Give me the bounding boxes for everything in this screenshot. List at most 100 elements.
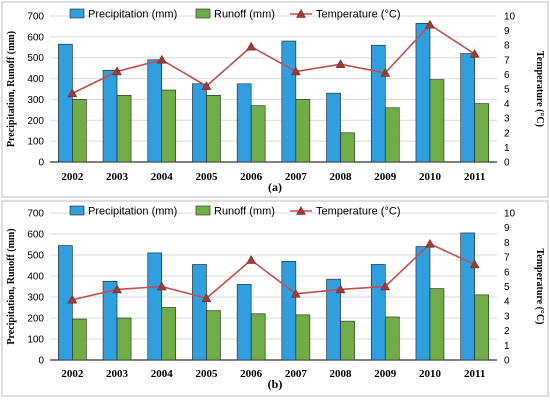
temperature-point [469,48,480,58]
bar-runoff [340,320,355,361]
x-tick-label: 2006 [240,171,263,183]
legend-label: Temperature (°C) [316,206,400,218]
temperature-point [201,293,212,303]
y2-tick-label: 10 [504,209,516,220]
y2-tick-label: 9 [504,26,510,37]
bar-runoff [250,105,266,163]
bar-precipitation [192,83,207,163]
y2-tick-label: 3 [504,114,510,125]
y2-tick-label: 7 [504,55,510,66]
y-tick-label: 400 [27,74,44,85]
x-tick-label: 2004 [151,171,174,183]
bar-runoff [116,94,132,163]
bar-runoff [161,307,177,361]
bar-runoff [384,107,400,163]
bar-runoff [429,288,445,361]
bar-runoff [250,313,266,361]
y2-tick-label: 0 [504,356,510,367]
bar-runoff [72,99,87,163]
bar-precipitation [58,43,73,163]
temperature-point [425,19,435,29]
bar-precipitation [415,246,431,361]
bar-precipitation [460,232,475,361]
temperature-point [380,67,391,77]
legend-swatch [195,8,211,19]
legend-label: Precipitation (mm) [88,206,177,218]
x-tick-label: 2003 [106,368,129,380]
bar-runoff [384,316,400,361]
temperature-line [72,242,475,301]
y2-tick-label: 5 [504,85,510,96]
y2-tick-label: 9 [504,223,510,234]
y-tick-label: 500 [27,53,44,64]
y2-tick-label: 3 [504,311,510,322]
y-tick-label: 100 [27,335,44,346]
y2-tick-label: 8 [504,238,510,249]
temperature-point [246,255,257,264]
y-tick-label: 100 [27,137,44,148]
temperature-point [67,88,78,98]
legend-swatch [69,8,85,19]
bar-precipitation [192,264,207,361]
y2-tick-label: 6 [504,70,510,81]
y2-tick-label: 8 [504,41,510,52]
y-tick-label: 600 [27,32,44,43]
bar-precipitation [326,92,341,163]
temperature-point [156,54,167,64]
panel-label: (b) [268,377,283,391]
x-tick-label: 2003 [106,171,129,183]
bar-runoff [72,318,87,361]
bar-precipitation [460,53,475,163]
temperature-point [112,66,122,76]
legend-swatch [195,205,211,216]
bar-runoff [116,317,132,361]
x-tick-label: 2008 [330,368,353,380]
y-tick-label: 300 [27,293,44,304]
y2-tick-label: 2 [504,326,510,337]
y2-tick-label: 10 [504,12,516,23]
temperature-point [469,259,480,269]
y-tick-label: 400 [27,272,44,283]
legend-label: Temperature (°C) [316,9,400,21]
x-tick-label: 2006 [240,368,263,380]
y2-tick-label: 7 [504,253,510,264]
y-axis-title: Precipitation, Runoff (mm) [6,31,17,147]
bar-precipitation [370,264,386,361]
legend-swatch [69,205,85,216]
bar-runoff [206,310,221,361]
bar-runoff [340,132,355,163]
bar-runoff [161,89,177,163]
x-tick-label: 2010 [419,368,442,380]
y2-tick-label: 1 [504,341,510,352]
x-tick-label: 2010 [419,171,442,183]
y2-tick-label: 1 [504,143,510,154]
bar-runoff [429,79,445,163]
temperature-point [425,238,435,248]
y-tick-label: 200 [27,314,44,325]
x-tick-label: 2007 [285,368,308,380]
y2-tick-label: 4 [504,99,510,110]
y-tick-label: 700 [27,209,44,220]
y-axis-title: Precipitation, Runoff (mm) [6,228,17,344]
bar-runoff [295,99,311,163]
bar-runoff [474,103,489,163]
y2-tick-label: 2 [504,128,510,139]
temperature-point [380,281,391,291]
x-tick-label: 2002 [61,171,84,183]
x-tick-label: 2005 [195,368,218,380]
bar-precipitation [281,260,297,361]
legend-label: Runoff (mm) [214,9,275,21]
y2-tick-label: 5 [504,282,510,293]
temperature-point [156,281,167,291]
bar-precipitation [147,59,163,163]
y-tick-label: 300 [27,95,44,106]
y2-axis-title: Temperature (°C) [534,51,545,127]
legend-label: Runoff (mm) [214,206,275,218]
chart-panel-2: 0 100 200 300 400 500 600 700 0 1 2 3 4 5 6 7 8 9 10 Precip… [1,200,549,397]
bar-precipitation [102,69,118,163]
temperature-point [290,66,301,76]
x-tick-label: 2011 [464,171,485,183]
bar-precipitation [415,22,431,163]
y-tick-label: 700 [27,12,44,23]
temperature-point [246,41,257,51]
